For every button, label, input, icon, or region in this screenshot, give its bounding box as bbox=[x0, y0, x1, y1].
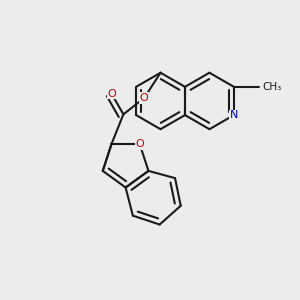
Text: O: O bbox=[140, 93, 148, 103]
Text: O: O bbox=[135, 139, 144, 149]
Text: O: O bbox=[107, 88, 116, 98]
Text: CH₃: CH₃ bbox=[262, 82, 281, 92]
Text: N: N bbox=[230, 110, 238, 120]
